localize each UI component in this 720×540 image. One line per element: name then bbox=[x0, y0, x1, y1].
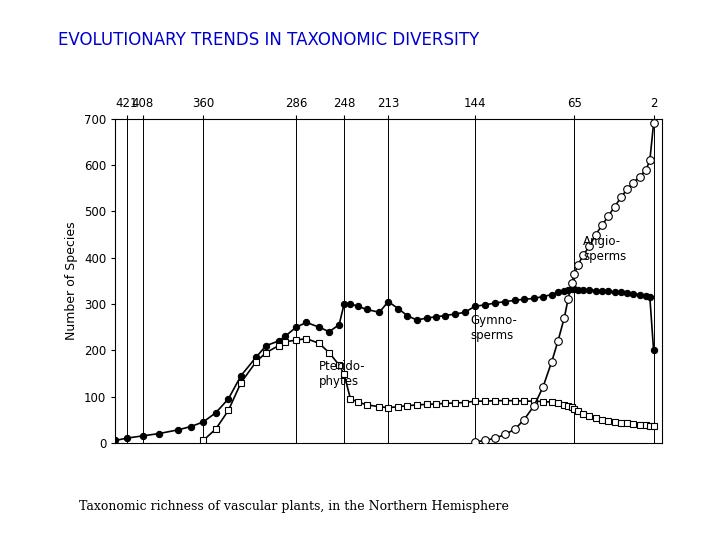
Y-axis label: Number of Species: Number of Species bbox=[66, 221, 78, 340]
Text: Gymno-
sperms: Gymno- sperms bbox=[470, 314, 517, 342]
Text: Pterido-
phytes: Pterido- phytes bbox=[319, 360, 366, 388]
Text: EVOLUTIONARY TRENDS IN TAXONOMIC DIVERSITY: EVOLUTIONARY TRENDS IN TAXONOMIC DIVERSI… bbox=[58, 31, 479, 49]
Text: Angio-
sperms: Angio- sperms bbox=[583, 235, 626, 264]
Text: Taxonomic richness of vascular plants, in the Northern Hemisphere: Taxonomic richness of vascular plants, i… bbox=[79, 500, 509, 513]
